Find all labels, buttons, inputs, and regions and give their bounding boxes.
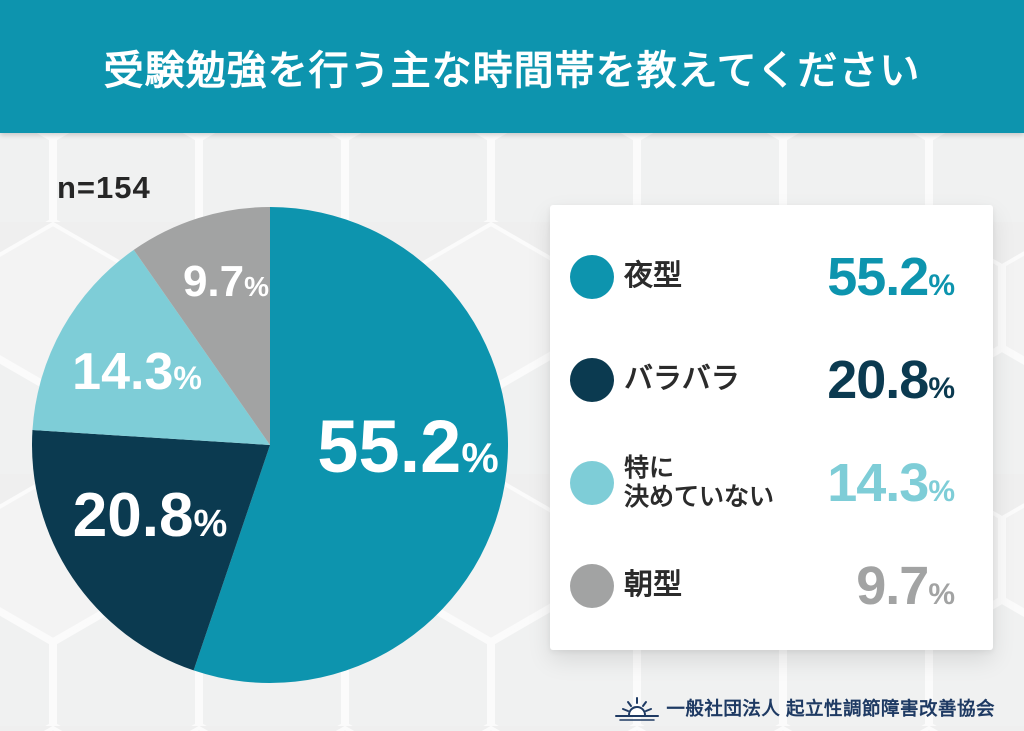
percent-sign: % <box>928 474 955 508</box>
pie-slice-value: 55.2 <box>317 405 462 488</box>
legend-value-number: 9.7 <box>856 555 929 616</box>
legend-label-night: 夜型 <box>624 259 683 292</box>
legend-dot-morning <box>570 563 614 608</box>
percent-sign: % <box>173 360 202 396</box>
legend-dot-night <box>570 254 614 299</box>
pie-slice-label-night: 55.2% <box>317 410 498 484</box>
legend-label-varies: バラバラ <box>624 362 740 395</box>
pie-slice-value: 9.7 <box>182 257 245 306</box>
legend-label-undecided: 特に 決めていない <box>624 453 775 511</box>
pie-slice-value: 14.3 <box>72 343 174 401</box>
percent-sign: % <box>928 268 955 302</box>
legend-value-night: 55.2% <box>827 250 955 304</box>
percent-sign: % <box>928 371 955 405</box>
pie-slice-0 <box>193 207 508 683</box>
organization-name: 一般社団法人 起立性調節障害改善協会 <box>666 698 995 719</box>
pie-slice-label-undecided: 14.3% <box>72 346 202 398</box>
pie-slice-1 <box>32 430 270 671</box>
sample-size-label: n=154 <box>57 170 151 205</box>
legend-row-morning: 朝型 9.7% <box>570 534 955 637</box>
legend-value-varies: 20.8% <box>827 353 955 407</box>
legend-value-morning: 9.7% <box>856 559 955 613</box>
header-banner: 受験勉強を行う主な時間帯を教えてください <box>0 0 1024 133</box>
legend-value-number: 55.2 <box>827 246 929 307</box>
legend-label-morning: 朝型 <box>624 568 683 601</box>
percent-sign: % <box>928 577 955 611</box>
pie-slice-3 <box>133 207 270 445</box>
pie-slice-2 <box>32 249 270 445</box>
page-title: 受験勉強を行う主な時間帯を教えてください <box>103 48 921 93</box>
legend-dot-varies <box>570 357 614 402</box>
legend-row-night: 夜型 55.2% <box>570 225 955 328</box>
percent-sign: % <box>193 503 228 545</box>
footer-logo: 一般社団法人 起立性調節障害改善協会 <box>615 694 995 722</box>
legend-card: 夜型 55.2% バラバラ 20.8% 特に 決めていない 14.3% 朝型 9… <box>550 205 993 650</box>
legend-value-number: 14.3 <box>827 452 929 513</box>
legend-dot-undecided <box>570 460 614 505</box>
pie-slice-label-varies: 20.8% <box>73 485 227 547</box>
sunrise-icon <box>615 697 660 721</box>
percent-sign: % <box>244 271 270 302</box>
legend-row-varies: バラバラ 20.8% <box>570 328 955 431</box>
pie-chart-svg <box>32 207 508 683</box>
legend-row-undecided: 特に 決めていない 14.3% <box>570 431 955 534</box>
percent-sign: % <box>461 434 499 481</box>
legend-value-number: 20.8 <box>827 349 929 410</box>
legend-value-undecided: 14.3% <box>827 456 955 510</box>
pie-slice-label-morning: 9.7% <box>183 260 269 304</box>
pie-chart <box>32 207 508 683</box>
pie-slice-value: 20.8 <box>72 481 194 550</box>
